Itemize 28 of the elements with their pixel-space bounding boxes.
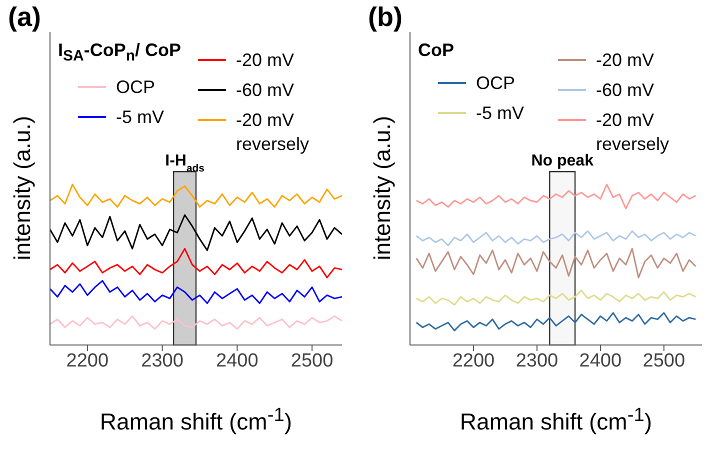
legend-label: OCP xyxy=(116,76,156,99)
y-axis-title: intensity (a.u.) xyxy=(368,114,396,262)
x-tick-label: 2500 xyxy=(290,350,334,372)
y-axis-title: intensity (a.u.) xyxy=(8,114,36,262)
x-tick-label: 2400 xyxy=(216,350,258,372)
legend-label: -20 mV reversely xyxy=(236,109,310,156)
x-tick-label: 2400 xyxy=(579,350,622,372)
x-axis-title: Raman shift (cm$^{-1}$) xyxy=(98,405,294,436)
legend-title: I$_{SA}$-CoP$_{n}$/ CoP xyxy=(58,40,182,65)
legend-label: OCP xyxy=(476,72,516,95)
x-tick-label: 2300 xyxy=(141,350,184,372)
x-tick-label: 2500 xyxy=(642,350,686,372)
legend-label: -5 mV xyxy=(116,106,164,129)
x-tick-label: 2200 xyxy=(66,350,109,372)
legend-label: -60 mV xyxy=(236,79,294,102)
x-tick-label: 2300 xyxy=(516,350,558,372)
band-label: I-H$_{ads}$ xyxy=(165,152,205,174)
legend-title: CoP xyxy=(418,40,455,61)
legend-label: -20 mV xyxy=(596,49,654,72)
legend-label: -20 mV reversely xyxy=(596,109,670,156)
chart-title: (b) xyxy=(368,2,402,33)
legend-label: -5 mV xyxy=(476,102,524,125)
legend-label: -60 mV xyxy=(596,79,654,102)
x-tick-label: 2200 xyxy=(452,350,495,372)
band-label: No peak xyxy=(531,152,594,170)
chart-title: (a) xyxy=(8,2,41,33)
x-axis-title: Raman shift (cm$^{-1}$) xyxy=(458,405,654,436)
legend-label: -20 mV xyxy=(236,49,294,72)
